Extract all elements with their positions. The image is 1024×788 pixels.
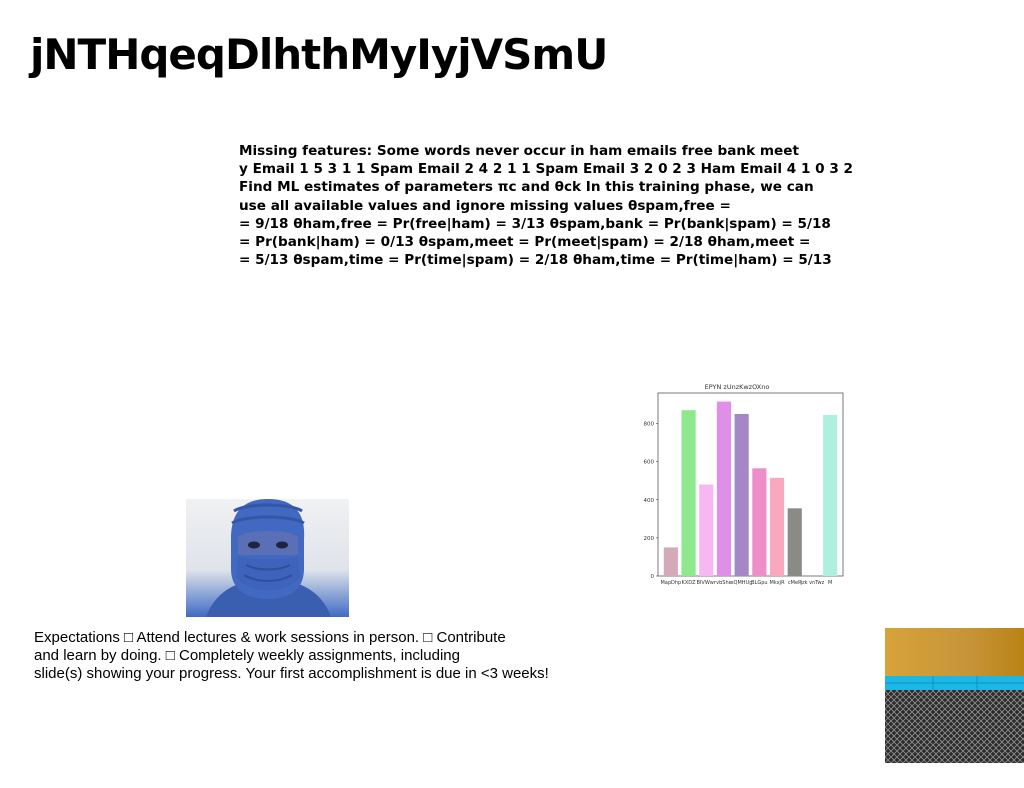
bar-m (823, 414, 838, 576)
expectations-text: Expectations □ Attend lectures & work se… (34, 629, 614, 683)
bar-chart: EPYN zUnzKwzOXno 0 200 400 600 800 MapDhp KXD… (644, 383, 844, 586)
body-line: Find ML estimates of parameters πc and θ… (239, 179, 814, 196)
body-line: = 9/18 θham,free = Pr(free|ham) = 3/13 θ… (239, 215, 831, 232)
footer-line: Expectations □ Attend lectures & work se… (34, 629, 506, 646)
corner-texture-image (885, 628, 1024, 763)
body-line: y Email 1 5 3 1 1 Spam Email 2 4 2 1 1 S… (239, 161, 854, 178)
bar-sqmhug (734, 413, 749, 576)
texture-illustration (885, 628, 1024, 763)
x-tick-label: jzk vnTwz (800, 580, 825, 586)
x-tick-label: sQMHUg (731, 580, 752, 586)
y-tick-label: 200 (644, 536, 655, 542)
chart-title: EPYN zUnzKwzOXno (705, 383, 770, 391)
body-line: use all available values and ignore miss… (239, 197, 731, 214)
x-tick-label: BIVWwr (697, 580, 717, 586)
body-line: Missing features: Some words never occur… (239, 143, 799, 159)
body-line: = 5/13 θspam,time = Pr(time|spam) = 2/18… (239, 252, 832, 269)
bar-vbshe (716, 401, 732, 576)
slide-body-text: Missing features: Some words never occur… (239, 142, 879, 269)
bar-cmer (787, 508, 802, 576)
x-tick-label: MkxjR (770, 580, 786, 586)
x-tick-label: cMeR (788, 580, 802, 586)
x-tick-label: MapDhp (660, 580, 681, 586)
footer-line: and learn by doing. □ Completely weekly … (34, 647, 460, 664)
bar-blgpu (752, 468, 767, 576)
y-tick-label: 600 (644, 460, 655, 466)
person-photo (186, 499, 349, 617)
bar-mkxjr (769, 477, 785, 576)
footer-line: slide(s) showing your progress. Your fir… (34, 665, 549, 682)
bar-kxdz (681, 410, 696, 576)
x-tick-label: KXDZ (682, 580, 697, 586)
y-tick-label: 400 (644, 498, 655, 504)
x-tick-label: vbShe (716, 580, 732, 586)
y-tick-label: 0 (651, 574, 655, 580)
person-illustration (186, 499, 349, 617)
bar-mapdhp (663, 547, 678, 576)
bar-bivwwr (699, 484, 714, 576)
x-tick-label: M (828, 580, 832, 586)
plot-frame (657, 392, 844, 577)
x-tick-label: BLGpu (751, 580, 767, 586)
y-tick-label: 800 (644, 422, 655, 428)
slide-title: jNTHqeqDlhthMyIyjVSmU (30, 30, 608, 79)
body-line: = Pr(bank|ham) = 0/13 θspam,meet = Pr(me… (239, 234, 811, 251)
